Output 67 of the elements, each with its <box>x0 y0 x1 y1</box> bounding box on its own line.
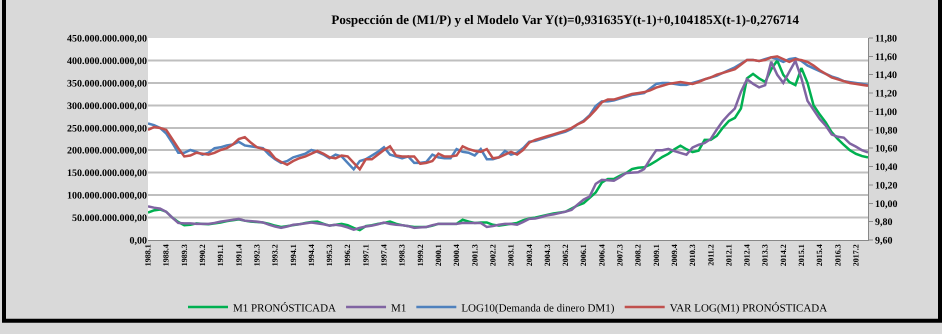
x-tick-label: 1997.1 <box>361 244 370 266</box>
x-tick-label: 1988.4 <box>162 244 171 266</box>
y2-tick-label: 10,20 <box>875 180 898 192</box>
x-tick-label: 1989.3 <box>180 244 189 266</box>
y2-tick-label: 11,80 <box>875 34 897 44</box>
x-tick-label: 2010.3 <box>688 244 698 266</box>
y2-tick-label: 9,60 <box>875 236 892 246</box>
y-tick-label: 400.000.000.000,00 <box>67 56 147 67</box>
x-tick-label: 2003.1 <box>506 244 516 266</box>
y2-tick-label: 10,40 <box>875 162 898 174</box>
x-tick-label: 1995.3 <box>325 244 334 266</box>
y-tick-label: 300.000.000.000,00 <box>67 100 147 112</box>
x-tick-label: 2016.3 <box>833 244 842 266</box>
x-tick-label: 2006.1 <box>579 244 588 266</box>
y-tick-label: 350.000.000.000,00 <box>67 78 147 90</box>
y-tick-label: 250.000.000.000,00 <box>67 123 147 134</box>
y-tick-label: 450.000.000.000,00 <box>67 34 147 44</box>
x-tick-label: 2002.2 <box>488 244 498 266</box>
x-tick-label: 2017.2 <box>852 244 860 266</box>
x-tick-label: 1997.4 <box>380 244 389 266</box>
y2-tick-label: 10,80 <box>875 125 898 136</box>
x-tick-label: 2008.2 <box>634 244 643 266</box>
x-tick-label: 1992.3 <box>252 244 262 266</box>
x-tick-label: 2004.3 <box>542 244 552 266</box>
x-tick-label: 2006.4 <box>597 244 606 266</box>
y2-tick-label: 11,20 <box>875 88 897 100</box>
legend-label: M1 <box>391 302 406 314</box>
y2-tick-label: 11,40 <box>875 70 897 82</box>
x-tick-label: 2014.2 <box>778 244 788 266</box>
legend-label: LOG10(Demanda de dinero DM1) <box>461 302 615 314</box>
x-tick-label: 1993.2 <box>270 244 280 266</box>
x-tick-label: 2015.1 <box>797 244 806 266</box>
x-tick-label: 2003.4 <box>524 244 534 266</box>
x-tick-label: 2012.1 <box>724 244 734 266</box>
x-tick-label: 2015.4 <box>815 244 824 266</box>
legend-label: M1 PRONÓSTICADA <box>233 301 336 314</box>
y-tick-label: 100.000.000.000,00 <box>67 190 147 202</box>
x-tick-label: 2005.2 <box>561 244 570 266</box>
y2-tick-label: 10,00 <box>875 198 898 210</box>
y2-tick-label: 11,00 <box>875 106 897 118</box>
y-tick-label: 0,00 <box>130 236 147 246</box>
x-tick-label: 2009.4 <box>670 244 679 266</box>
chart-title: Pospección de (M1/P) y el Modelo Var Y(t)=0,931635Y(t-1)+0,104185X(t-1)-0,276714 <box>331 12 800 28</box>
y-tick-label: 150.000.000.000,00 <box>67 168 147 180</box>
x-tick-label: 2011.2 <box>706 244 716 266</box>
x-tick-label: 2009.1 <box>652 244 661 266</box>
x-tick-label: 2000.4 <box>452 244 462 266</box>
y2-tick-label: 9,80 <box>875 217 892 228</box>
y2-tick-label: 10,60 <box>875 144 898 155</box>
x-tick-label: 1991.1 <box>216 244 226 266</box>
x-tick-label: 1991.4 <box>234 244 244 266</box>
x-tick-label: 2007.3 <box>616 244 625 266</box>
x-tick-label: 1996.2 <box>343 244 352 266</box>
y-tick-label: 200.000.000.000,00 <box>67 146 147 157</box>
x-tick-label: 2000.1 <box>434 244 444 266</box>
legend-label: VAR LOG(M1) PRONÓSTICADA <box>670 301 828 314</box>
x-tick-label: 1999.2 <box>416 244 425 266</box>
y2-tick-label: 11,60 <box>875 52 897 63</box>
x-tick-label: 1994.4 <box>306 244 316 266</box>
x-tick-label: 1988.1 <box>144 244 153 266</box>
x-tick-label: 1990.2 <box>198 244 208 266</box>
x-tick-label: 1998.3 <box>398 244 407 266</box>
x-tick-label: 1994.1 <box>288 244 298 266</box>
x-tick-label: 2013.3 <box>760 244 770 266</box>
x-tick-label: 2012.4 <box>742 244 752 266</box>
y-tick-label: 50.000.000.000,00 <box>72 213 147 224</box>
x-tick-label: 2001.3 <box>470 244 480 266</box>
